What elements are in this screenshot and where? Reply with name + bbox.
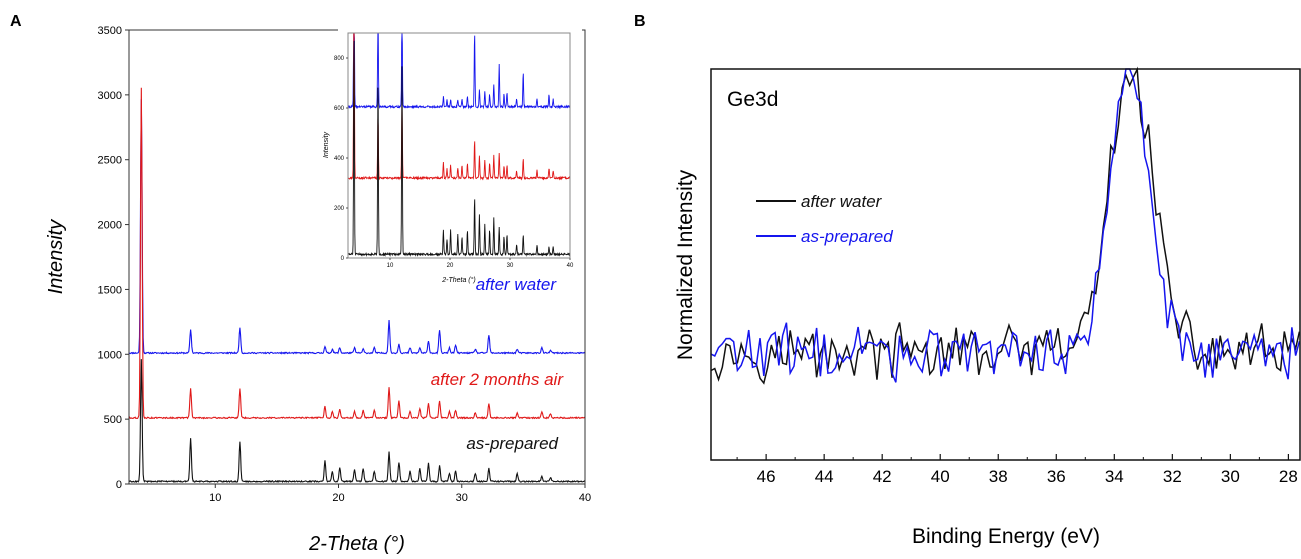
chart-a-xlabel: 2-Theta (°) bbox=[308, 533, 405, 555]
chart-b-legend: after water as-prepared bbox=[756, 192, 893, 246]
chart-a-inset-xtick-label-2: 30 bbox=[507, 263, 514, 269]
panel-letter-a: A bbox=[10, 13, 22, 30]
chart-a-ytick-label-7: 3500 bbox=[98, 25, 122, 37]
chart-a-inset-ticks: 0 200 400 600 800 10 20 30 40 bbox=[334, 56, 574, 269]
chart-a-inset-ytick-label-2: 400 bbox=[334, 156, 345, 162]
chart-a-inset: 0 200 400 600 800 10 20 30 40 Intensity 2-Theta … bbox=[323, 27, 582, 284]
chart-a-xtick-label-3: 40 bbox=[579, 492, 591, 504]
chart-a-ytick-label-0: 0 bbox=[116, 479, 122, 491]
chart-b-xtick-label-8: 30 bbox=[1221, 467, 1240, 486]
chart-a-inset-xlabel: 2-Theta (°) bbox=[441, 276, 476, 284]
chart-a-label-after-water: after water bbox=[476, 275, 558, 294]
chart-b-ticks: 46 44 42 40 38 36 34 32 30 28 bbox=[736, 454, 1298, 486]
legend-label-after-water: after water bbox=[801, 192, 883, 211]
chart-a-inset-ytick-label-0: 0 bbox=[341, 256, 345, 262]
chart-a-label-after-air: after 2 months air bbox=[431, 370, 565, 389]
chart-a-ytick-label-3: 1500 bbox=[98, 284, 122, 296]
chart-a-inset-series-group bbox=[347, 32, 571, 257]
chart-a-inset-frame bbox=[347, 32, 571, 259]
chart-b-xtick-label-4: 38 bbox=[989, 467, 1008, 486]
chart-a-ytick-label-5: 2500 bbox=[98, 155, 122, 167]
chart-b-corner-label: Ge3d bbox=[727, 88, 778, 111]
chart-a-inset-ytick-label-4: 800 bbox=[334, 56, 345, 62]
chart-a-series-line-0 bbox=[128, 99, 586, 355]
chart-a-xtick-label-0: 10 bbox=[209, 492, 221, 504]
chart-a-inset-background bbox=[338, 27, 582, 267]
chart-a-inset-ytick-label-3: 600 bbox=[334, 106, 345, 112]
chart-a-inset-series-line-2 bbox=[347, 40, 571, 257]
panel-letter-b: B bbox=[634, 13, 646, 30]
chart-a-inset-ylabel: Intensity bbox=[323, 131, 330, 158]
chart-a-series-group bbox=[128, 87, 586, 484]
chart-a-inset-xtick-label-1: 20 bbox=[447, 263, 454, 269]
chart-a-inset-series-line-1 bbox=[347, 32, 571, 181]
chart-a-ytick-label-1: 500 bbox=[104, 414, 122, 426]
chart-a-ytick-label-4: 2000 bbox=[98, 220, 122, 232]
chart-a-inset-ytick-label-1: 200 bbox=[334, 206, 345, 212]
chart-b-xtick-label-6: 34 bbox=[1105, 467, 1124, 486]
chart-b-xtick-label-7: 32 bbox=[1163, 467, 1182, 486]
chart-b-series-group bbox=[710, 66, 1301, 385]
chart-a-xtick-label-2: 30 bbox=[456, 492, 468, 504]
chart-b-series-line-0 bbox=[710, 66, 1301, 385]
chart-a-inset-xtick-label-0: 10 bbox=[387, 263, 394, 269]
chart-b-ylabel: Normalized Intensity bbox=[674, 169, 697, 360]
chart-b-xtick-label-2: 42 bbox=[873, 467, 892, 486]
chart-b-xtick-label-1: 44 bbox=[815, 467, 834, 486]
chart-a-series-line-2 bbox=[128, 359, 586, 484]
chart-a-ytick-label-6: 3000 bbox=[98, 90, 122, 102]
chart-a-xtick-label-1: 20 bbox=[332, 492, 344, 504]
chart-b-xlabel: Binding Energy (eV) bbox=[912, 525, 1100, 548]
chart-b-series-line-1 bbox=[710, 68, 1301, 383]
chart-b-xtick-label-3: 40 bbox=[931, 467, 950, 486]
chart-a-inset-xtick-label-3: 40 bbox=[567, 263, 574, 269]
chart-b-xtick-label-9: 28 bbox=[1279, 467, 1298, 486]
legend-label-as-prepared: as-prepared bbox=[801, 227, 893, 246]
chart-a-ytick-label-2: 1000 bbox=[98, 349, 122, 361]
chart-a-inset-series-line-0 bbox=[347, 32, 571, 110]
chart-a-series-line-1 bbox=[128, 87, 586, 420]
chart-b-frame bbox=[710, 68, 1301, 461]
chart-b-xtick-label-0: 46 bbox=[757, 467, 776, 486]
chart-b: 46 44 42 40 38 36 34 32 30 28 Ge3d Normalized Int… bbox=[674, 66, 1301, 548]
chart-a-ylabel: Intensity bbox=[45, 219, 67, 294]
chart-b-xtick-label-5: 36 bbox=[1047, 467, 1066, 486]
chart-a-label-as-prepared: as-prepared bbox=[466, 434, 558, 453]
